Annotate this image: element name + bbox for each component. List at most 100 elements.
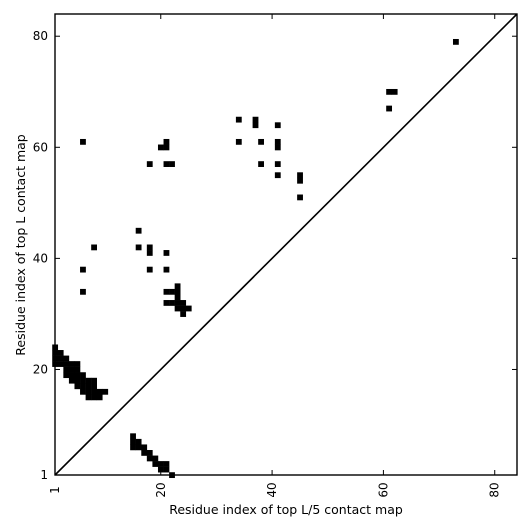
x-tick-label: 40 — [265, 482, 279, 497]
contact-cell — [68, 361, 75, 367]
diagonal-line — [54, 13, 518, 476]
contact-cell — [68, 372, 75, 379]
x-tick-label: 80 — [488, 482, 502, 497]
contact-cell — [169, 288, 175, 295]
contact-cell — [297, 177, 303, 184]
y-axis-ticks: 1 20 40 60 80 — [33, 29, 517, 482]
contact-cell — [163, 288, 170, 295]
contact-cell — [80, 372, 86, 379]
contact-cell — [157, 144, 164, 151]
contact-cell — [163, 466, 170, 473]
contact-cell — [386, 88, 393, 95]
contact-cell — [85, 383, 92, 390]
contact-cell — [163, 300, 170, 306]
contact-cell — [258, 138, 264, 145]
contact-cell — [80, 266, 86, 273]
y-tick-label: 40 — [33, 251, 48, 265]
contact-cell — [91, 377, 97, 384]
contact-cell — [146, 250, 153, 256]
contact-cell — [235, 138, 242, 145]
contact-cell — [163, 144, 170, 151]
contact-cell — [130, 444, 136, 451]
y-axis-label: Residue index of top L contact map — [13, 134, 28, 355]
contact-cell — [74, 361, 81, 367]
contact-cell — [74, 366, 81, 373]
contact-cell — [63, 366, 70, 373]
y-tick-label: 1 — [40, 468, 48, 482]
contact-cell — [146, 266, 153, 273]
contact-cell — [80, 288, 86, 295]
contact-cell — [185, 305, 192, 312]
contact-cell — [57, 350, 64, 356]
y-tick-label: 60 — [33, 140, 48, 154]
contact-cell — [146, 450, 153, 456]
y-tick-label: 20 — [33, 362, 48, 376]
contact-cell — [135, 438, 142, 445]
contact-cell — [135, 244, 142, 251]
contact-cell — [141, 444, 148, 451]
contact-cell — [274, 122, 281, 129]
contact-cell — [252, 122, 259, 129]
contact-cell — [68, 377, 75, 384]
contact-cell — [80, 388, 86, 395]
contact-cell — [146, 161, 153, 167]
contact-cell — [102, 388, 109, 395]
contact-cell — [68, 366, 75, 373]
contact-cell — [85, 388, 92, 395]
contact-cell — [174, 283, 181, 290]
contact-cell — [152, 461, 159, 467]
contact-cell — [452, 38, 459, 45]
contact-cell — [80, 383, 86, 390]
contact-cell — [91, 388, 97, 395]
contact-cell — [63, 372, 70, 379]
contact-cell — [146, 455, 153, 462]
contact-cell — [57, 361, 64, 367]
contact-cell — [258, 161, 264, 167]
contact-cell — [157, 466, 164, 473]
contact-cell — [169, 300, 175, 306]
x-axis-ticks: 1 20 40 60 80 — [48, 14, 502, 498]
contact-cell — [141, 450, 148, 456]
contact-cell — [386, 105, 393, 112]
x-tick-label: 1 — [48, 486, 62, 494]
contact-cell — [74, 383, 81, 390]
contact-cell — [157, 461, 164, 467]
contact-cell — [146, 244, 153, 251]
contact-cell — [85, 377, 92, 384]
contact-cell — [174, 294, 181, 301]
contact-cell — [63, 361, 70, 367]
contact-cell — [180, 311, 187, 317]
contact-cell — [91, 244, 97, 251]
contact-cell — [135, 227, 142, 234]
contact-cell — [274, 172, 281, 179]
contact-cell — [169, 161, 175, 167]
contact-cell — [163, 461, 170, 467]
contact-cell — [85, 394, 92, 401]
contact-cell — [130, 433, 136, 440]
contact-cell — [274, 144, 281, 151]
y-tick-label: 80 — [33, 29, 48, 43]
contact-cell — [163, 161, 170, 167]
contact-cell — [163, 266, 170, 273]
contact-cell — [130, 438, 136, 445]
contact-cell — [274, 161, 281, 167]
contact-cell — [297, 172, 303, 179]
contact-cell — [96, 388, 103, 395]
contact-cell — [174, 300, 181, 306]
contact-cell — [74, 372, 81, 379]
contact-cell — [180, 305, 187, 312]
contact-cell — [80, 138, 86, 145]
contact-cell — [252, 116, 259, 123]
contact-cell — [235, 116, 242, 123]
plot-frame — [54, 13, 518, 476]
contact-cell — [274, 138, 281, 145]
contact-cell — [163, 138, 170, 145]
x-tick-label: 60 — [376, 482, 390, 497]
contact-cell — [91, 383, 97, 390]
contact-cells — [52, 38, 459, 479]
contact-cell — [163, 250, 170, 256]
contact-cell — [57, 355, 64, 362]
x-tick-label: 20 — [154, 482, 168, 497]
contact-cell — [174, 288, 181, 295]
